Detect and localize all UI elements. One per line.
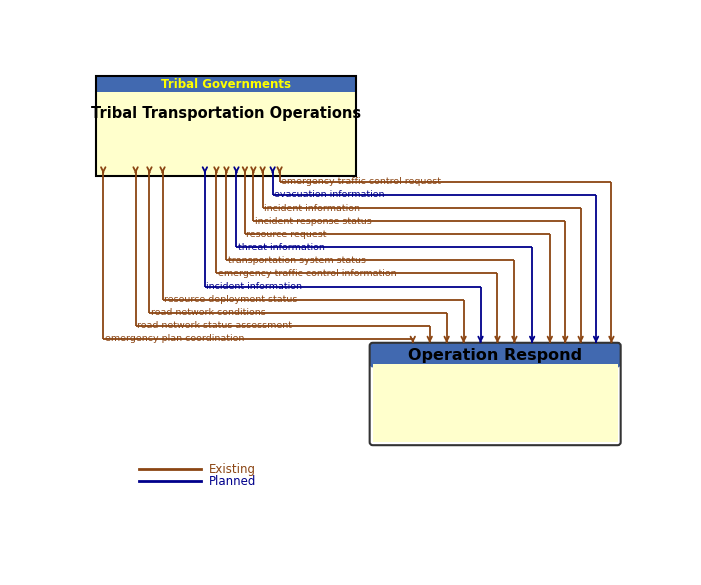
Text: incident response status: incident response status [255, 216, 372, 226]
FancyBboxPatch shape [373, 355, 618, 364]
FancyBboxPatch shape [369, 343, 620, 367]
Text: Operation Respond: Operation Respond [408, 349, 583, 363]
Text: Tribal Governments: Tribal Governments [161, 78, 291, 91]
Text: transportation system status: transportation system status [228, 256, 366, 265]
Text: emergency plan coordination: emergency plan coordination [104, 335, 244, 343]
FancyBboxPatch shape [95, 77, 356, 92]
Text: Existing: Existing [209, 463, 256, 476]
Text: emergency traffic control information: emergency traffic control information [218, 269, 397, 278]
Text: incident information: incident information [264, 204, 360, 212]
Text: incident information: incident information [206, 282, 302, 291]
Text: evacuation information: evacuation information [274, 191, 385, 199]
FancyBboxPatch shape [95, 92, 356, 177]
Text: threat information: threat information [238, 243, 325, 252]
Text: Tribal Transportation Operations: Tribal Transportation Operations [90, 106, 361, 121]
Text: emergency traffic control request: emergency traffic control request [281, 177, 441, 187]
Text: road network conditions: road network conditions [151, 308, 266, 317]
Text: Planned: Planned [209, 475, 256, 488]
Text: resource deployment status: resource deployment status [164, 295, 297, 304]
Text: resource request: resource request [247, 230, 327, 239]
Text: road network status assessment: road network status assessment [137, 321, 292, 331]
FancyBboxPatch shape [373, 364, 618, 442]
